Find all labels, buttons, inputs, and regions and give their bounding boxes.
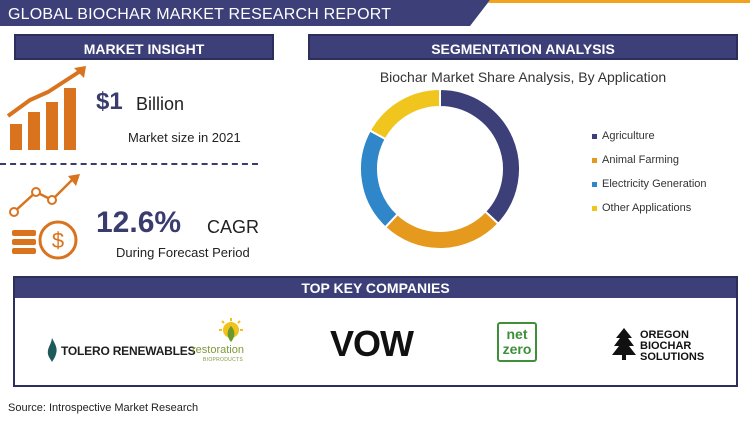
- top-banner: GLOBAL BIOCHAR MARKET RESEARCH REPORT: [0, 0, 750, 32]
- sun-leaf-icon: [219, 318, 243, 342]
- growth-chart-icon: [6, 66, 86, 150]
- oregon-line-1: OREGON: [640, 329, 689, 341]
- restoration-name: restoration: [192, 344, 244, 356]
- market-size-unit: Billion: [136, 94, 185, 114]
- netzero-logo: net zero: [497, 322, 537, 362]
- svg-text:$: $: [52, 228, 64, 253]
- legend-label: Electricity Generation: [602, 178, 707, 190]
- banner-shape: [0, 0, 750, 26]
- cagr-value: 12.6%: [96, 206, 182, 239]
- tolero-name: TOLERO RENEWABLES: [61, 344, 196, 358]
- cagr-unit: CAGR: [207, 217, 260, 237]
- donut-slice-animal-farming: [383, 210, 500, 250]
- market-size-value: $1: [96, 88, 123, 115]
- cagr-caption: During Forecast Period: [116, 245, 250, 260]
- legend-swatch: [592, 182, 597, 187]
- chart-title: Biochar Market Share Analysis, By Applic…: [379, 69, 667, 85]
- vow-logo: VOW: [330, 323, 414, 364]
- donut-slice-agriculture: [439, 87, 521, 226]
- report-title: GLOBAL BIOCHAR MARKET RESEARCH REPORT: [8, 6, 392, 23]
- legend-swatch: [592, 158, 597, 163]
- legend-swatch: [592, 206, 597, 211]
- oregon-logo-text: OREGON BIOCHAR SOLUTIONS: [640, 330, 704, 363]
- market-size-caption: Market size in 2021: [128, 130, 241, 145]
- netzero-line-2: zero: [502, 341, 532, 357]
- legend-label: Other Applications: [602, 202, 692, 214]
- money-growth-icon: $: [9, 174, 80, 260]
- oregon-line-3: SOLUTIONS: [640, 351, 705, 363]
- donut-slice-electricity-generation: [359, 129, 399, 229]
- market-insight-header: MARKET INSIGHT: [14, 34, 274, 60]
- flame-icon: [47, 338, 57, 362]
- netzero-line-1: net: [506, 326, 528, 342]
- oregon-line-2: BIOCHAR: [640, 340, 692, 352]
- donut-slice-other-applications: [368, 87, 441, 141]
- segmentation-header: SEGMENTATION ANALYSIS: [308, 34, 738, 60]
- tree-icon: [612, 328, 636, 360]
- legend-swatch: [592, 134, 597, 139]
- companies-panel: TOP KEY COMPANIES TOLERO RENEWABLES: [13, 276, 738, 387]
- companies-header: TOP KEY COMPANIES: [15, 278, 736, 298]
- divider: [0, 163, 258, 165]
- donut-chart: [359, 87, 521, 250]
- legend-label: Animal Farming: [602, 154, 680, 166]
- source-note: Source: Introspective Market Research: [8, 402, 199, 414]
- restoration-subtitle: BIOPRODUCTS: [203, 357, 243, 363]
- legend-label: Agriculture: [602, 130, 655, 142]
